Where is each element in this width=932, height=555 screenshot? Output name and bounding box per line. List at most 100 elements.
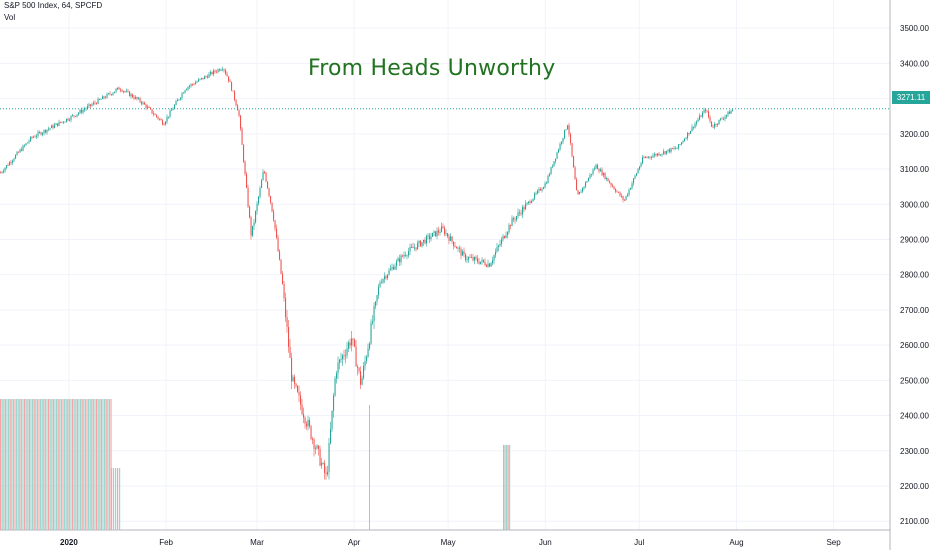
candle-body xyxy=(145,104,147,108)
candle-body xyxy=(652,155,654,158)
candle-body xyxy=(633,178,635,184)
volume-bar xyxy=(107,399,109,530)
candle-body xyxy=(646,157,648,159)
candle-body xyxy=(645,157,647,159)
candle-body xyxy=(453,241,455,246)
candle-body xyxy=(732,109,734,111)
y-tick-label: 3200.00 xyxy=(900,130,929,139)
volume-bar xyxy=(110,399,112,530)
candle-body xyxy=(324,463,326,474)
candle-body xyxy=(708,111,710,118)
candle-body xyxy=(109,93,111,95)
candle-body xyxy=(445,233,447,235)
y-tick-label: 3100.00 xyxy=(900,165,929,174)
candle-body xyxy=(663,151,665,154)
volume-bar xyxy=(503,445,505,530)
candle-body xyxy=(588,178,590,182)
candle-body xyxy=(477,258,479,262)
candle-body xyxy=(403,254,405,257)
y-tick-label: 2500.00 xyxy=(900,376,929,385)
candle-body xyxy=(289,346,291,358)
candle-body xyxy=(684,138,686,142)
volume-bar xyxy=(100,399,102,530)
candle-body xyxy=(487,263,489,267)
volume-bar xyxy=(88,399,90,530)
candle-body xyxy=(399,258,401,263)
candle-body xyxy=(727,111,729,115)
candle-body xyxy=(334,378,336,396)
candle-body xyxy=(231,81,233,91)
candle-body xyxy=(123,91,125,93)
candle-body xyxy=(595,164,597,169)
candle-body xyxy=(156,114,158,117)
candle-body xyxy=(535,193,537,194)
candle-body xyxy=(720,118,722,120)
volume-bar xyxy=(59,399,61,530)
candle-body xyxy=(724,116,726,119)
volume-bar xyxy=(64,399,66,530)
candle-body xyxy=(339,359,341,363)
candle-body xyxy=(186,89,188,91)
candle-body xyxy=(3,170,5,172)
candle-body xyxy=(276,228,278,238)
candle-body xyxy=(412,246,414,249)
candle-body xyxy=(609,181,611,183)
candle-body xyxy=(439,232,441,233)
candle-body xyxy=(621,195,623,197)
volume-bar xyxy=(19,399,21,530)
candle-body xyxy=(510,225,512,227)
candle-body xyxy=(478,261,480,264)
candle-body xyxy=(546,183,548,184)
candle-body xyxy=(171,110,173,111)
candle-body xyxy=(57,123,59,126)
candle-body xyxy=(267,181,269,189)
candle-body xyxy=(355,346,357,367)
candle-body xyxy=(144,102,146,105)
candle-body xyxy=(603,173,605,176)
candle-body xyxy=(103,96,105,98)
volume-bar xyxy=(97,399,99,530)
x-tick-label: Sep xyxy=(826,538,841,547)
candle-body xyxy=(522,207,524,215)
candle-body xyxy=(310,426,312,439)
candle-body xyxy=(70,116,72,120)
candle-body xyxy=(457,247,459,249)
candle-body xyxy=(132,94,134,98)
candle-body xyxy=(421,242,423,247)
candle-body xyxy=(405,254,407,256)
candle-body xyxy=(558,149,560,153)
volume-bar xyxy=(111,468,113,530)
candle-body xyxy=(60,121,62,123)
candle-body xyxy=(9,162,11,166)
candle-body xyxy=(67,118,69,121)
candle-body xyxy=(511,218,513,227)
candle-body xyxy=(607,178,609,182)
candle-body xyxy=(345,355,347,357)
candle-body xyxy=(624,199,626,201)
y-tick-label: 2100.00 xyxy=(900,517,929,526)
volume-bar xyxy=(27,399,29,530)
candle-body xyxy=(372,321,374,323)
volume-bar xyxy=(115,468,117,530)
candle-body xyxy=(429,235,431,240)
volume-bar xyxy=(119,468,121,530)
candle-body xyxy=(13,158,15,161)
volume-bar xyxy=(73,399,75,530)
candle-body xyxy=(547,175,549,184)
candle-body xyxy=(432,232,434,237)
candle-body xyxy=(499,243,501,246)
candle-body xyxy=(52,125,54,128)
volume-bar xyxy=(506,445,508,530)
candle-body xyxy=(21,149,23,151)
candle-body xyxy=(189,85,191,87)
candle-body xyxy=(640,163,642,167)
volume-bar xyxy=(56,399,58,530)
y-tick-label: 2800.00 xyxy=(900,271,929,280)
candle-body xyxy=(177,99,179,102)
candle-body xyxy=(538,188,540,191)
candle-body xyxy=(409,247,411,252)
candle-body xyxy=(721,118,723,120)
x-tick-label: 2020 xyxy=(60,538,78,547)
